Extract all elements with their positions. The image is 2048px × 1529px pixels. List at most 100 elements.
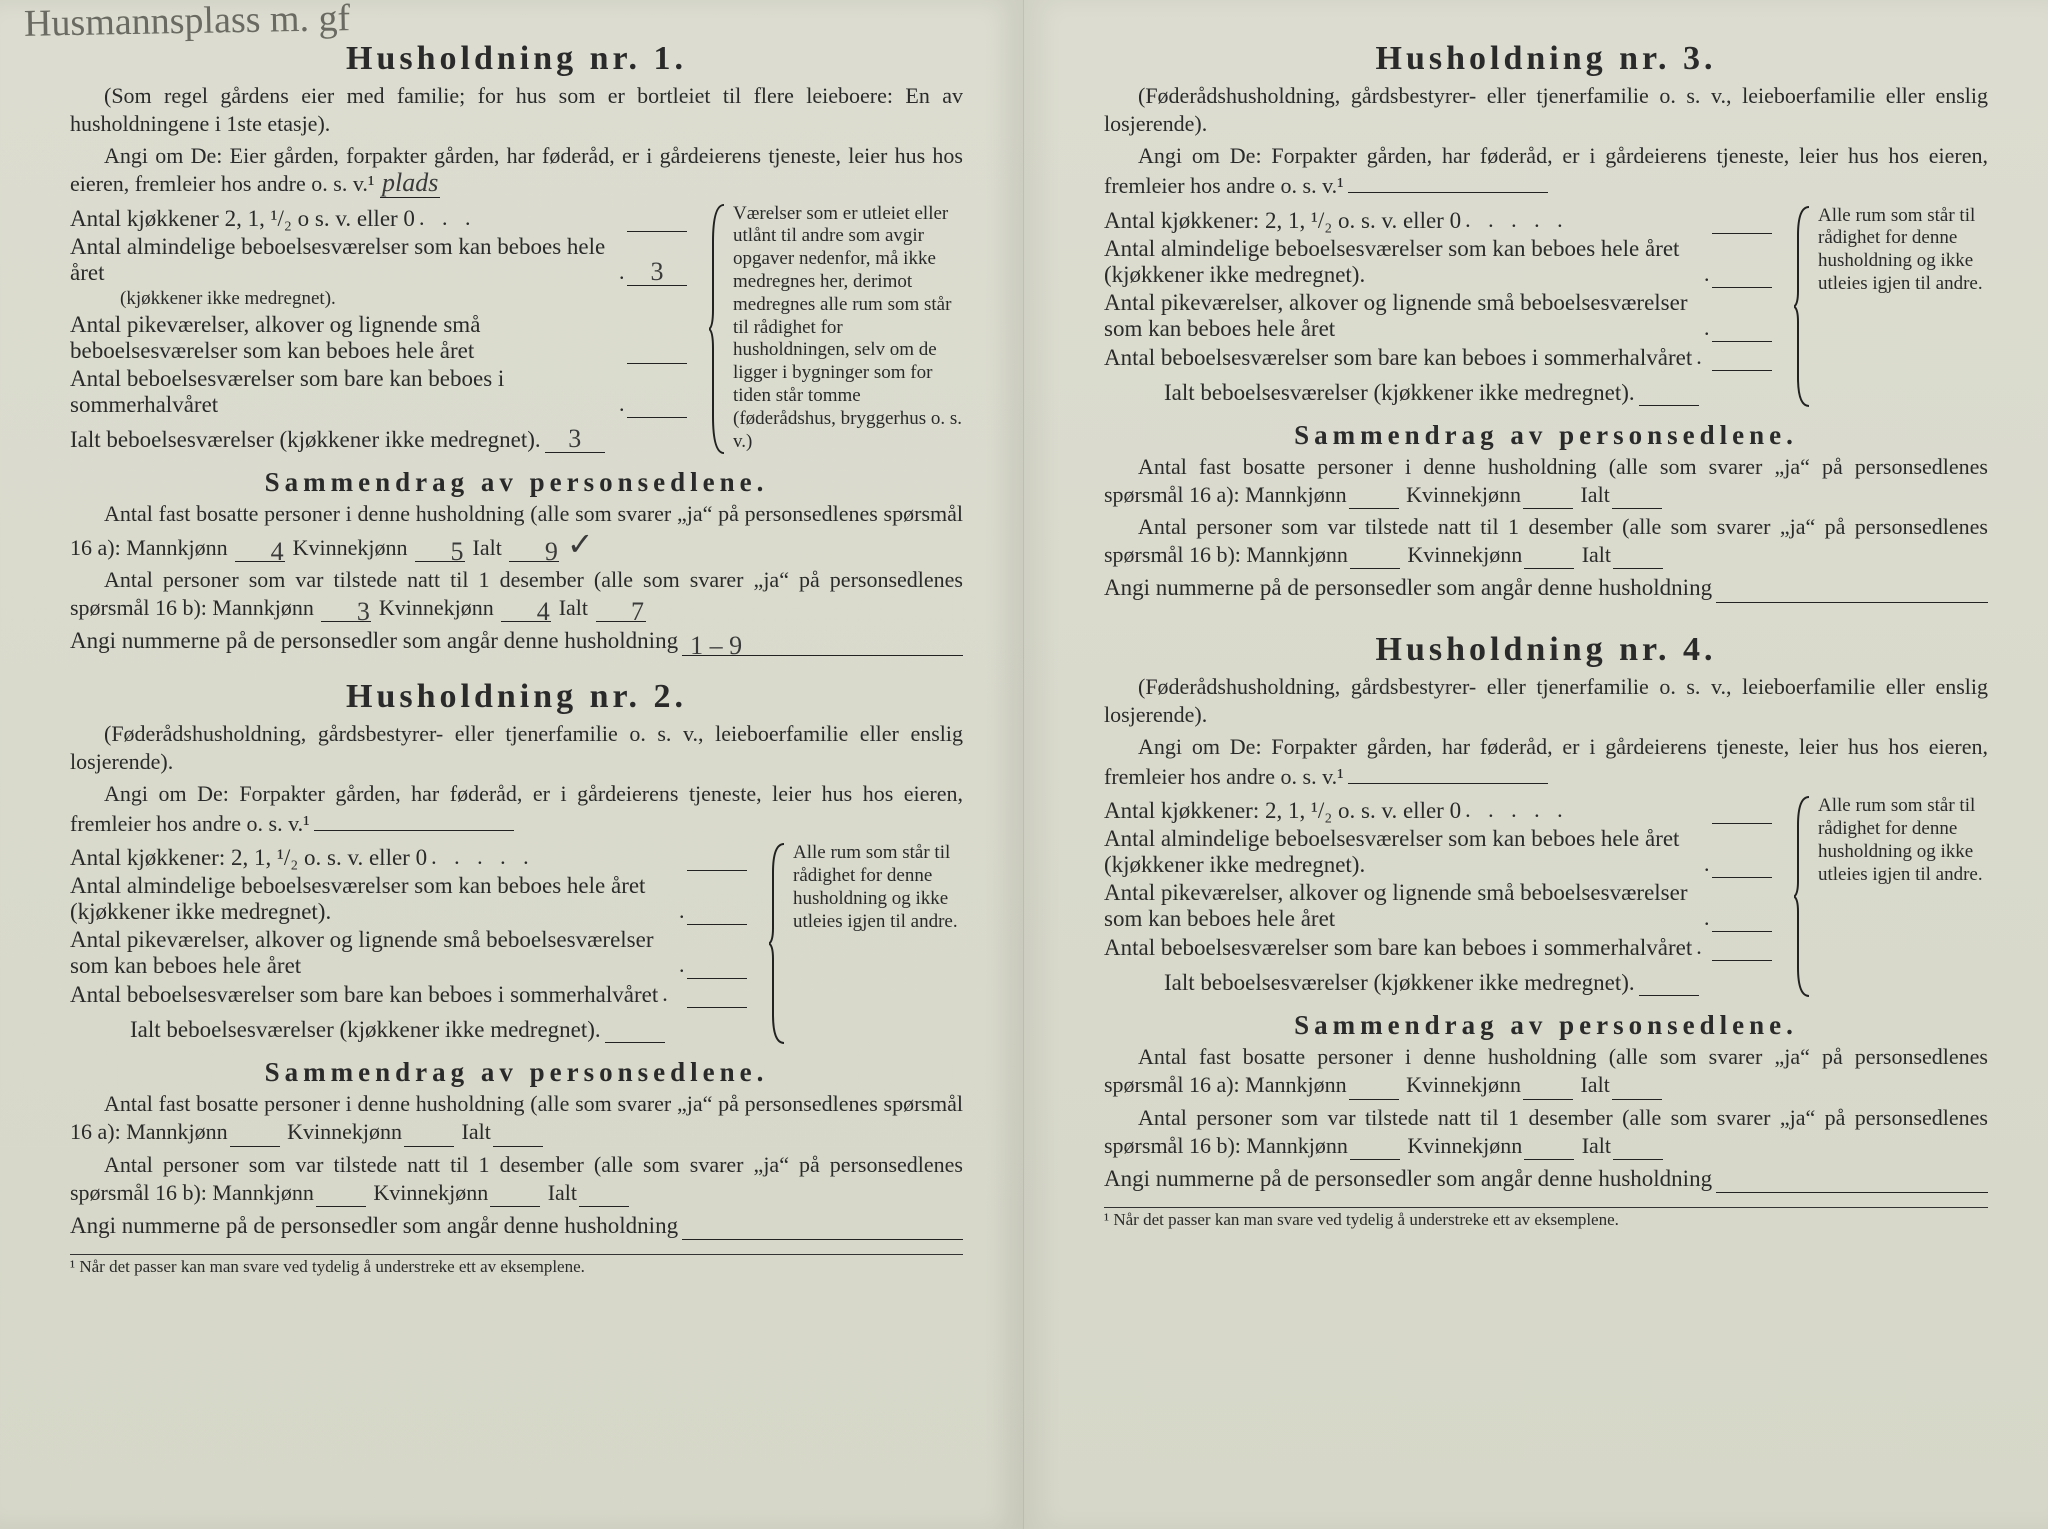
h2-angi-blank bbox=[314, 808, 514, 831]
h2-ialt-value bbox=[605, 1016, 665, 1043]
h4-kvinne-a bbox=[1523, 1077, 1573, 1100]
h2-angi-num-label: Angi nummerne på de personsedler som ang… bbox=[70, 1211, 678, 1240]
h4-sidebar-text: Alle rum som står til rådighet for denne… bbox=[1818, 795, 1983, 884]
h1-pike-value bbox=[627, 337, 687, 364]
h3-angi: Angi om De: Forpakter gården, har føderå… bbox=[1104, 142, 1988, 200]
h3-ialt-b bbox=[1613, 546, 1663, 569]
h3-summary-title: Sammendrag av personsedlene. bbox=[1104, 420, 1988, 451]
h1-fast-bosatte: Antal fast bosatte personer i denne hush… bbox=[70, 500, 963, 562]
h2-angi: Angi om De: Forpakter gården, har føderå… bbox=[70, 780, 963, 838]
footnote-left: ¹ Når det passer kan man svare ved tydel… bbox=[70, 1254, 963, 1277]
h4-tilstede: Antal personer som var tilstede natt til… bbox=[1104, 1104, 1988, 1160]
h1-note-kitchen: (kjøkkener ikke medregnet). bbox=[120, 288, 336, 310]
h2-pike-value bbox=[687, 952, 747, 979]
h4-pike-label: Antal pikeværelser, alkover og lignende … bbox=[1104, 880, 1700, 932]
h1-summer-label: Antal beboelsesværelser som bare kan beb… bbox=[70, 366, 615, 418]
h2-summary-title: Sammendrag av personsedlene. bbox=[70, 1057, 963, 1088]
h4-angi-blank bbox=[1348, 761, 1548, 784]
h4-allrooms-value bbox=[1712, 851, 1772, 878]
h1-ialt-label: Ialt beboelsesværelser (kjøkkener ikke m… bbox=[70, 427, 541, 453]
h4-sidebar: Alle rum som står til rådighet for denne… bbox=[1794, 795, 1988, 998]
h4-kitchens-value bbox=[1712, 797, 1772, 824]
household-4-title: Husholdning nr. 4. bbox=[1104, 631, 1988, 669]
h4-fast-bosatte: Antal fast bosatte personer i denne hush… bbox=[1104, 1043, 1988, 1099]
h3-foderad: (Føderådshusholdning, gårdsbestyrer- ell… bbox=[1104, 82, 1988, 138]
h1-pike-label: Antal pikeværelser, alkover og lignende … bbox=[70, 312, 623, 364]
h1-rooms-block: Antal kjøkkener 2, 1, ¹/₂ o s. v. eller … bbox=[70, 203, 963, 455]
h2-summer-value bbox=[687, 981, 747, 1008]
h4-foderad: (Føderådshusholdning, gårdsbestyrer- ell… bbox=[1104, 673, 1988, 729]
h4-angi-num-value bbox=[1716, 1170, 1988, 1193]
h3-allrooms-label: Antal almindelige beboelsesværelser som … bbox=[1104, 236, 1700, 288]
h3-rooms-block: Antal kjøkkener: 2, 1, ¹/₂ o. s. v. elle… bbox=[1104, 205, 1988, 408]
h1-ialt-a: 9 bbox=[509, 539, 559, 562]
footnote-right: ¹ Når det passer kan man svare ved tydel… bbox=[1104, 1207, 1988, 1230]
h4-kvinne-b bbox=[1524, 1137, 1574, 1160]
h4-ialt-value bbox=[1639, 969, 1699, 996]
h3-angi-blank bbox=[1348, 170, 1548, 193]
household-3-title: Husholdning nr. 3. bbox=[1104, 40, 1988, 78]
h2-ialt-label: Ialt beboelsesværelser (kjøkkener ikke m… bbox=[130, 1017, 601, 1043]
h2-sidebar: Alle rum som står til rådighet for denne… bbox=[769, 842, 963, 1045]
h4-allrooms-label: Antal almindelige beboelsesværelser som … bbox=[1104, 826, 1700, 878]
h2-pike-label: Antal pikeværelser, alkover og lignende … bbox=[70, 927, 675, 979]
h1-mann-a: 4 bbox=[235, 539, 285, 562]
h3-summer-value bbox=[1712, 344, 1772, 371]
h4-mann-b bbox=[1350, 1137, 1400, 1160]
h1-ialt-value: 3 bbox=[545, 426, 605, 453]
h2-kitchens-label: Antal kjøkkener: 2, 1, ¹/₂ o. s. v. elle… bbox=[70, 845, 427, 871]
h1-angi-text: Angi om De: Eier gården, forpakter gårde… bbox=[70, 143, 963, 196]
h3-mann-b bbox=[1350, 546, 1400, 569]
h1-angi-num-value: 1 – 9 bbox=[682, 633, 963, 656]
h3-sidebar: Alle rum som står til rådighet for denne… bbox=[1794, 205, 1988, 408]
h1-kitchens-value bbox=[627, 205, 687, 232]
h1-kitchens-label: Antal kjøkkener 2, 1, ¹/₂ o s. v. eller … bbox=[70, 206, 415, 232]
handwritten-annotation: Husmannsplass m. gf bbox=[24, 1, 351, 41]
h1-tilstede: Antal personer som var tilstede natt til… bbox=[70, 566, 963, 622]
h3-angi-num-label: Angi nummerne på de personsedler som ang… bbox=[1104, 573, 1712, 602]
h2-mann-a bbox=[230, 1124, 280, 1147]
h4-rooms-block: Antal kjøkkener: 2, 1, ¹/₂ o. s. v. elle… bbox=[1104, 795, 1988, 998]
h2-ialt-a bbox=[493, 1124, 543, 1147]
h2-summer-label: Antal beboelsesværelser som bare kan beb… bbox=[70, 982, 658, 1008]
h4-angi-num-label: Angi nummerne på de personsedler som ang… bbox=[1104, 1164, 1712, 1193]
household-2-title: Husholdning nr. 2. bbox=[70, 678, 963, 716]
h3-ialt-value bbox=[1639, 379, 1699, 406]
h2-kvinne-b bbox=[490, 1184, 540, 1207]
h1-angi: Angi om De: Eier gården, forpakter gårde… bbox=[70, 142, 963, 198]
h3-kitchens-value bbox=[1712, 207, 1772, 234]
h1-kvinne-a: 5 bbox=[415, 539, 465, 562]
h1-angi-handwritten: plads bbox=[380, 168, 440, 198]
h1-angi-num-label: Angi nummerne på de personsedler som ang… bbox=[70, 626, 678, 655]
h3-angi-num-value bbox=[1716, 580, 1988, 603]
h3-summer-label: Antal beboelsesværelser som bare kan beb… bbox=[1104, 345, 1692, 371]
h2-kvinne-a bbox=[404, 1124, 454, 1147]
h1-check: ✓ bbox=[567, 526, 594, 562]
h1-mann-b: 3 bbox=[321, 599, 371, 622]
h1-allrooms-value: 3 bbox=[627, 259, 687, 286]
h4-pike-value bbox=[1712, 905, 1772, 932]
h3-ialt-a bbox=[1612, 486, 1662, 509]
h3-tilstede: Antal personer som var tilstede natt til… bbox=[1104, 513, 1988, 569]
h2-sidebar-text: Alle rum som står til rådighet for denne… bbox=[793, 842, 958, 931]
h2-angi-num-value bbox=[682, 1217, 963, 1240]
h4-summer-label: Antal beboelsesværelser som bare kan beb… bbox=[1104, 935, 1692, 961]
h2-allrooms-label: Antal almindelige beboelsesværelser som … bbox=[70, 873, 675, 925]
h4-ialt-a bbox=[1612, 1077, 1662, 1100]
h1-kvinne-b: 4 bbox=[501, 599, 551, 622]
h2-mann-b bbox=[316, 1184, 366, 1207]
h3-kvinne-b bbox=[1524, 546, 1574, 569]
household-1-title: Husholdning nr. 1. bbox=[70, 40, 963, 78]
h2-fast-bosatte: Antal fast bosatte personer i denne hush… bbox=[70, 1090, 963, 1146]
h3-pike-label: Antal pikeværelser, alkover og lignende … bbox=[1104, 290, 1700, 342]
h3-mann-a bbox=[1349, 486, 1399, 509]
h3-kitchens-label: Antal kjøkkener: 2, 1, ¹/₂ o. s. v. elle… bbox=[1104, 208, 1461, 234]
h3-sidebar-text: Alle rum som står til rådighet for denne… bbox=[1818, 205, 1983, 294]
h1-summer-value bbox=[627, 391, 687, 418]
h2-tilstede: Antal personer som var tilstede natt til… bbox=[70, 1151, 963, 1207]
h4-ialt-b bbox=[1613, 1137, 1663, 1160]
h1-summary-title: Sammendrag av personsedlene. bbox=[70, 467, 963, 498]
h2-kitchens-value bbox=[687, 844, 747, 871]
h4-ialt-label: Ialt beboelsesværelser (kjøkkener ikke m… bbox=[1164, 970, 1635, 996]
h2-rooms-block: Antal kjøkkener: 2, 1, ¹/₂ o. s. v. elle… bbox=[70, 842, 963, 1045]
